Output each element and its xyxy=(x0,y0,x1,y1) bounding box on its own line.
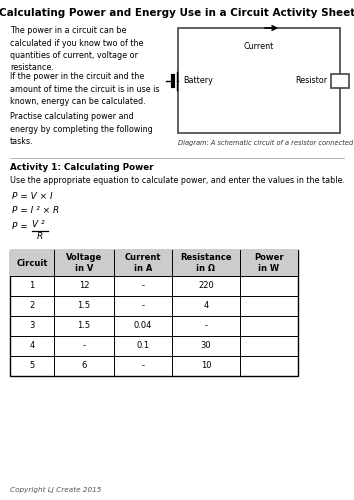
Text: Calculating Power and Energy Use in a Circuit Activity Sheet: Calculating Power and Energy Use in a Ci… xyxy=(0,8,354,18)
Bar xyxy=(10,250,298,276)
Bar xyxy=(10,250,298,376)
Text: P = I ² × R: P = I ² × R xyxy=(12,206,59,215)
Text: Power
in W: Power in W xyxy=(254,253,284,273)
Text: Copyright LJ Create 2015: Copyright LJ Create 2015 xyxy=(10,487,101,493)
Text: P =: P = xyxy=(12,222,28,231)
Text: R: R xyxy=(37,232,43,241)
Text: -: - xyxy=(82,342,86,350)
Text: Practise calculating power and
energy by completing the following
tasks.: Practise calculating power and energy by… xyxy=(10,112,153,146)
Text: 0.1: 0.1 xyxy=(136,342,149,350)
Bar xyxy=(178,28,340,133)
Text: Use the appropriate equation to calculate power, and enter the values in the tab: Use the appropriate equation to calculat… xyxy=(10,176,345,185)
Text: 4: 4 xyxy=(204,302,209,310)
Text: -: - xyxy=(142,362,144,370)
Text: 12: 12 xyxy=(79,282,89,290)
Text: Voltage
in V: Voltage in V xyxy=(66,253,102,273)
Text: 1.5: 1.5 xyxy=(78,302,91,310)
Text: -: - xyxy=(142,282,144,290)
Text: -: - xyxy=(142,302,144,310)
Text: Resistor: Resistor xyxy=(295,76,327,85)
Text: 220: 220 xyxy=(198,282,214,290)
Text: If the power in the circuit and the
amount of time the circuit is in use is
know: If the power in the circuit and the amou… xyxy=(10,72,160,106)
Text: The power in a circuit can be
calculated if you know two of the
quantities of cu: The power in a circuit can be calculated… xyxy=(10,26,143,72)
Text: 0.04: 0.04 xyxy=(134,322,152,330)
Text: 1.5: 1.5 xyxy=(78,322,91,330)
Text: 30: 30 xyxy=(201,342,211,350)
Text: Current
in A: Current in A xyxy=(125,253,161,273)
Text: V ²: V ² xyxy=(32,220,45,229)
Text: 3: 3 xyxy=(29,322,35,330)
Text: 10: 10 xyxy=(201,362,211,370)
Text: 4: 4 xyxy=(29,342,35,350)
Bar xyxy=(331,74,349,88)
Text: Battery: Battery xyxy=(183,76,213,85)
Text: Diagram: A schematic circuit of a resistor connected to a battery: Diagram: A schematic circuit of a resist… xyxy=(178,140,354,146)
Text: 6: 6 xyxy=(81,362,87,370)
Text: 2: 2 xyxy=(29,302,35,310)
Text: Resistance
in Ω: Resistance in Ω xyxy=(180,253,232,273)
Text: 5: 5 xyxy=(29,362,35,370)
Text: Activity 1: Calculating Power: Activity 1: Calculating Power xyxy=(10,163,154,172)
Text: 1: 1 xyxy=(29,282,35,290)
Text: -: - xyxy=(205,322,207,330)
Text: Current: Current xyxy=(244,42,274,51)
Text: Circuit: Circuit xyxy=(16,258,48,268)
Text: P = V × I: P = V × I xyxy=(12,192,53,201)
